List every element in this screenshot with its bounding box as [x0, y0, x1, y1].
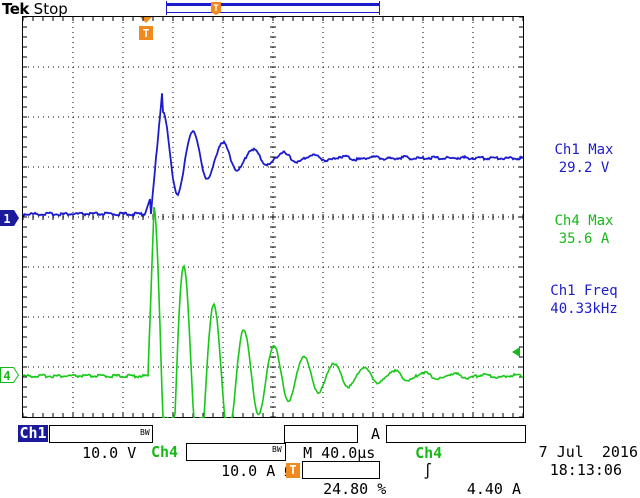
trigger-position-readout[interactable]: 24.80 % — [302, 461, 386, 498]
ch4-bandwidth-limit-icon: BW — [272, 445, 282, 454]
ch1-ground-marker[interactable]: 1 — [0, 210, 20, 226]
ch1-waveform — [22, 93, 524, 218]
ch4-waveform — [22, 207, 524, 418]
measurement-label: Ch1 Freq — [550, 283, 618, 299]
trigger-position-marker-top: T — [211, 2, 221, 15]
waveform-display[interactable] — [22, 16, 524, 418]
ch1-scale-readout[interactable]: 10.0 V — [49, 425, 153, 462]
trigger-mode: A — [371, 425, 381, 443]
ch1-marker-label: 1 — [3, 212, 10, 226]
measurement-value: 35.6 A — [558, 231, 610, 247]
trigger-source: Ch4 — [415, 444, 443, 462]
timebase: M 40.0µs — [303, 444, 376, 462]
acquisition-status: Stop — [33, 0, 68, 18]
ch1-scale: 10.0 V — [82, 444, 137, 462]
measurement-label: Ch4 Max — [554, 213, 614, 229]
ch1-bandwidth-limit-icon: BW — [140, 428, 150, 437]
ch4-marker-label: 4 — [3, 369, 10, 383]
date: 7 Jul 2016 — [538, 443, 638, 461]
timebase-readout[interactable]: M 40.0µs — [284, 425, 375, 462]
ch1-label-button[interactable]: Ch1 — [18, 424, 48, 442]
measurement-value: 29.2 V — [558, 160, 610, 176]
ch4-scale: 10.0 A Ω — [221, 462, 294, 480]
scope-header: Tek Stop — [2, 0, 68, 18]
ch4-scale-readout[interactable]: 10.0 A Ω — [186, 443, 293, 480]
measurement-label: Ch1 Max — [554, 142, 614, 158]
trigger-level: 4.40 A — [466, 480, 521, 498]
trigger-level-marker[interactable] — [510, 346, 522, 358]
ch4-ground-marker[interactable]: 4 — [0, 367, 20, 383]
record-position-bar[interactable]: T — [166, 1, 380, 15]
measurement-value: 40.33kHz — [550, 301, 618, 317]
measurement-ch1-max: Ch1 Max 29.2 V — [528, 141, 640, 177]
trigger-readout[interactable]: Ch4 ∫ 4.40 A — [386, 425, 526, 498]
trigger-time-marker-label: T — [143, 27, 150, 40]
trigger-marker-label: T — [213, 4, 219, 14]
measurement-ch1-freq: Ch1 Freq 40.33kHz — [528, 282, 640, 318]
trigger-position-icon: T — [286, 463, 300, 478]
ch4-label[interactable]: Ch4 — [151, 443, 179, 461]
measurement-ch4-max: Ch4 Max 35.6 A — [528, 212, 640, 248]
graticule — [22, 16, 524, 418]
brand-logo: Tek — [2, 0, 29, 18]
trigger-position: 24.80 % — [323, 480, 387, 498]
trigger-slope-icon: ∫ — [423, 462, 433, 480]
time: 18:13:06 — [549, 461, 622, 479]
